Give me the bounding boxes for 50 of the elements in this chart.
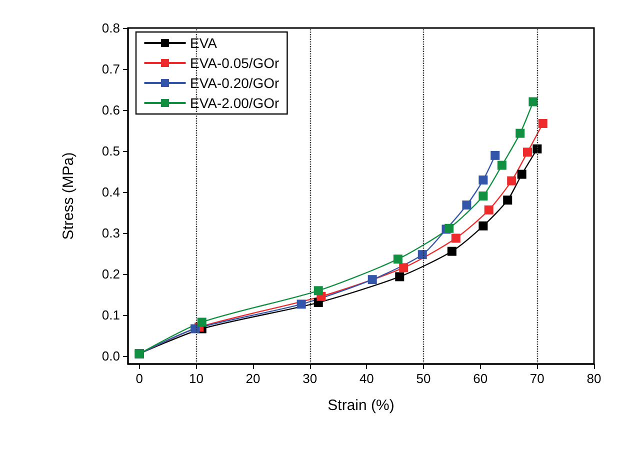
point: [444, 224, 454, 233]
point: [368, 275, 377, 284]
x-tick-label: 40: [359, 371, 374, 386]
point: [523, 148, 532, 157]
y-tick-label: 0.4: [102, 184, 120, 200]
x-tick-label: 60: [473, 371, 488, 386]
x-tick-label: 10: [188, 371, 204, 386]
y-tick-label: 0.7: [102, 61, 120, 76]
y-tick-label: 0.3: [102, 225, 120, 240]
point: [532, 144, 542, 154]
point: [478, 192, 488, 200]
y-tick-label: 0.0: [102, 348, 120, 364]
x-tick-label: 50: [416, 371, 431, 386]
point: [296, 300, 306, 309]
point: [314, 286, 323, 296]
point: [197, 318, 206, 327]
x-tick-label: 80: [586, 371, 602, 386]
point: [478, 176, 488, 185]
point: [399, 263, 408, 272]
legend-label: EVA-0.05/GOr: [190, 55, 280, 71]
point: [462, 200, 472, 210]
point: [418, 250, 427, 260]
x-tick-label: 70: [530, 371, 544, 386]
point: [451, 234, 460, 243]
y-axis-title: Stress (MPa): [60, 152, 77, 240]
point: [497, 160, 506, 170]
point: [516, 128, 525, 138]
point: [517, 170, 526, 179]
x-axis-title: Strain (%): [328, 397, 394, 414]
point: [395, 272, 404, 282]
point: [478, 221, 488, 230]
y-tick-label: 0.2: [102, 266, 120, 282]
point: [447, 246, 456, 256]
x-tick-label: 20: [246, 371, 260, 386]
legend-label: EVA-0.20/GOr: [190, 75, 280, 91]
x-tick-label: 0: [136, 371, 143, 386]
point: [507, 176, 516, 186]
point: [538, 118, 548, 128]
y-tick-label: 0.5: [102, 143, 120, 158]
point: [503, 196, 512, 205]
y-tick-label: 0.6: [102, 102, 120, 118]
point: [490, 150, 500, 160]
legend-label: EVA-2.00/GOr: [190, 95, 280, 111]
point: [484, 205, 494, 214]
point: [528, 97, 538, 106]
legend-label: EVA: [190, 35, 218, 51]
x-tick-label: 30: [302, 371, 318, 386]
y-tick-label: 0.8: [102, 20, 120, 36]
point: [393, 254, 402, 264]
y-tick-label: 0.1: [102, 307, 120, 322]
